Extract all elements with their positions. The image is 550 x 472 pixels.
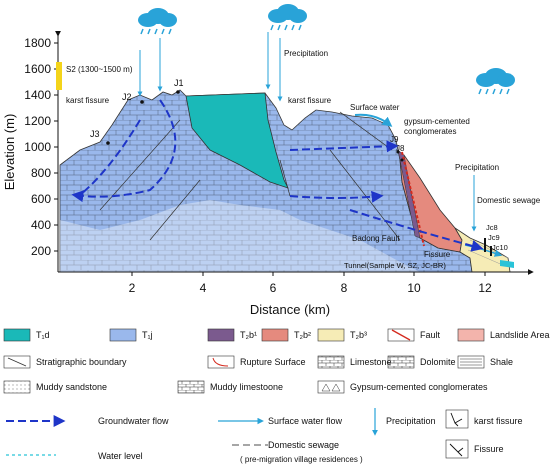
y-axis-label: Elevation (m)	[2, 114, 17, 191]
y-axis: 200 400 600 800 1000 1200 1400 1600 1800	[24, 30, 61, 272]
y-tick-label: 600	[31, 192, 51, 206]
label-gypsum-line1: gypsum-cemented	[404, 117, 470, 126]
y-tick-label: 800	[31, 166, 51, 180]
label-j9: J9	[390, 135, 399, 144]
x-tick-label: 6	[270, 281, 277, 295]
x-axis: 2 4 6 8 10 12	[58, 269, 534, 295]
label-gypsum-line2: conglomerates	[404, 127, 456, 136]
legend-karst-fissure: karst fissure	[474, 416, 523, 426]
label-jc10: Jc10	[492, 243, 508, 252]
x-tick-label: 2	[129, 281, 136, 295]
legend: T₁d T₁j T₂b¹ T₂b² T₂b³ Fault Landslide A…	[3, 328, 550, 464]
cloud-icon	[268, 4, 307, 31]
precipitation-arrows	[137, 32, 477, 232]
sample-points	[106, 90, 492, 256]
legend-fault: Fault	[420, 330, 441, 340]
label-j8: J8	[396, 144, 405, 153]
legend-muddy-sandstone: Muddy sandstone	[36, 382, 107, 392]
legend-t2b2: T₂b²	[294, 330, 311, 340]
label-karst-fissure-right: karst fissure	[288, 96, 332, 105]
y-tick-label: 200	[31, 244, 51, 258]
legend-t2b1: T₂b¹	[240, 330, 257, 340]
y-tick-label: 1600	[24, 62, 51, 76]
label-j3: J3	[90, 129, 100, 139]
legend-gypsum: Gypsum-cemented conglomerates	[350, 382, 488, 392]
label-surface-water: Surface water	[350, 103, 400, 112]
legend-groundwater: Groundwater flow	[98, 416, 169, 426]
label-fissure: Fissure	[424, 250, 451, 259]
legend-shale: Shale	[490, 357, 513, 367]
label-j1: J1	[174, 78, 184, 88]
x-tick-label: 8	[341, 281, 348, 295]
label-precipitation-top: Precipitation	[284, 49, 328, 58]
legend-muddy-limestone: Muddy limestoone	[210, 382, 283, 392]
label-precipitation-right: Precipitation	[455, 163, 499, 172]
groundwater-flow	[71, 99, 484, 252]
surface-water-flow	[354, 113, 393, 127]
legend-sewage-note: ( pre-migration village residences )	[240, 455, 363, 464]
cross-section	[59, 89, 514, 273]
label-jc9: Jc9	[488, 233, 500, 242]
legend-fissure: Fissure	[474, 444, 504, 454]
y-tick-label: 1200	[24, 114, 51, 128]
label-s2: S2 (1300~1500 m)	[66, 65, 133, 74]
y-tick-label: 1400	[24, 88, 51, 102]
label-jc8: Jc8	[486, 223, 498, 232]
x-tick-label: 4	[200, 281, 207, 295]
legend-surface-flow: Surface water flow	[268, 416, 343, 426]
y-tick-label: 1000	[24, 140, 51, 154]
legend-precipitation: Precipitation	[386, 416, 436, 426]
legend-t1j: T₁j	[142, 330, 153, 340]
legend-strat-boundary: Stratigraphic boundary	[36, 357, 127, 367]
label-badong-fault: Badong Fault	[352, 234, 400, 243]
legend-domestic-sewage: Domestic sewage	[268, 440, 339, 450]
x-tick-label: 12	[478, 281, 492, 295]
label-tunnel: Tunnel(Sample W, SZ, JC-BR)	[344, 261, 446, 270]
y-tick-label: 1800	[24, 36, 51, 50]
cloud-icon	[138, 8, 177, 35]
y-tick-label: 400	[31, 218, 51, 232]
legend-water-level: Water level	[98, 451, 143, 461]
legend-limestone: Limestone	[350, 357, 392, 367]
label-j2: J2	[122, 92, 132, 102]
legend-landslide: Landslide Area	[490, 330, 550, 340]
legend-dolomite: Dolomite	[420, 357, 456, 367]
x-tick-label: 10	[407, 281, 421, 295]
x-axis-label: Distance (km)	[250, 302, 330, 317]
label-karst-fissure-left: karst fissure	[66, 96, 110, 105]
legend-t1d: T₁d	[36, 330, 50, 340]
s2-marker	[56, 62, 62, 90]
label-domestic-sewage: Domestic sewage	[477, 196, 541, 205]
cloud-icon	[476, 68, 515, 95]
legend-t2b3: T₂b³	[350, 330, 367, 340]
legend-rupture: Rupture Surface	[240, 357, 306, 367]
